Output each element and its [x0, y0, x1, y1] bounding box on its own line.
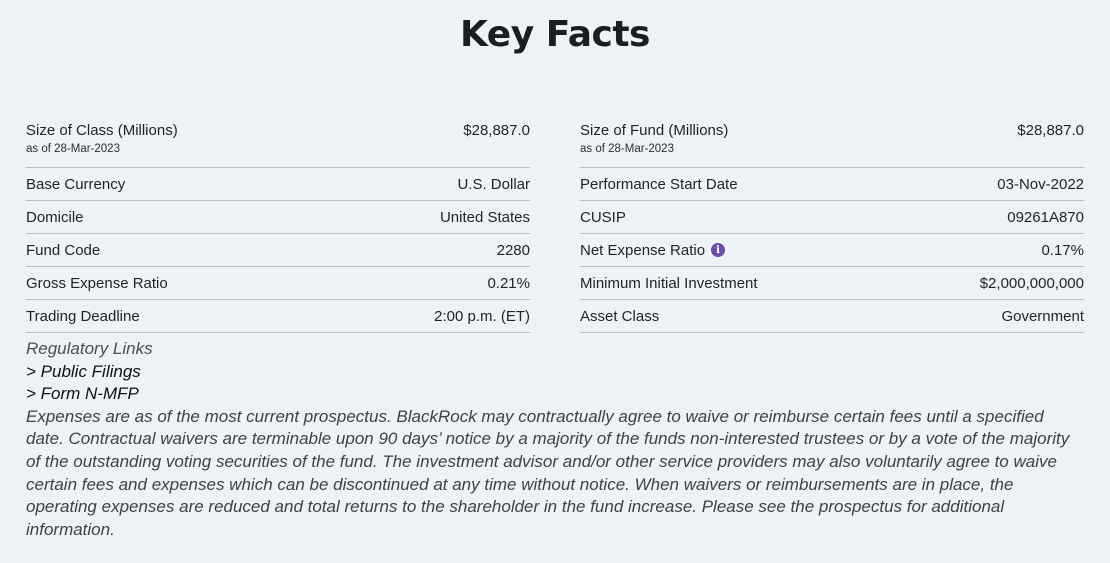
- row-label: Gross Expense Ratio: [26, 274, 168, 292]
- info-icon[interactable]: i: [711, 243, 726, 257]
- row-date-note: as of 28-Mar-2023: [580, 143, 674, 155]
- row-value: Government: [1001, 307, 1084, 325]
- row-label: Performance Start Date: [580, 175, 738, 193]
- row-label: Minimum Initial Investment: [580, 274, 758, 292]
- row-label: Fund Code: [26, 241, 101, 259]
- table-row: Domicile United States: [26, 201, 530, 234]
- row-label: Size of Class (Millions): [26, 122, 178, 139]
- row-label: Asset Class: [580, 307, 660, 325]
- row-label: Domicile: [26, 208, 84, 226]
- row-date-note: as of 28-Mar-2023: [26, 143, 120, 155]
- row-value: United States: [439, 208, 530, 226]
- table-row: Trading Deadline 2:00 p.m. (ET): [26, 300, 530, 333]
- table-row: Base Currency U.S. Dollar: [26, 168, 530, 201]
- public-filings-link[interactable]: > Public Filings: [26, 361, 141, 381]
- row-value: $2,000,000,000: [979, 274, 1084, 292]
- row-label: CUSIP: [580, 208, 626, 226]
- table-row: Performance Start Date 03-Nov-2022: [580, 168, 1084, 201]
- table-row: Asset Class Government: [580, 300, 1084, 333]
- row-value: 09261A870: [1007, 208, 1084, 226]
- row-value: 0.17%: [1041, 241, 1084, 259]
- expenses-disclaimer: Expenses are as of the most current pros…: [26, 406, 1070, 539]
- key-facts-right-column: Size of Fund (Millions) as of 28-Mar-202…: [580, 111, 1084, 333]
- row-value: 2:00 p.m. (ET): [434, 307, 530, 325]
- regulatory-section: Regulatory Links > Public Filings > Form…: [26, 338, 1086, 541]
- row-label: Net Expense Ratio: [580, 241, 706, 259]
- table-row: Net Expense Ratio i 0.17%: [580, 234, 1084, 267]
- table-row: Gross Expense Ratio 0.21%: [26, 267, 530, 300]
- table-row: CUSIP 09261A870: [580, 201, 1084, 234]
- row-label: Trading Deadline: [26, 307, 140, 325]
- table-row: Minimum Initial Investment $2,000,000,00…: [580, 267, 1084, 300]
- row-value: 03-Nov-2022: [997, 175, 1084, 193]
- table-row: Size of Class (Millions) as of 28-Mar-20…: [26, 111, 530, 168]
- row-label: Base Currency: [26, 175, 126, 193]
- table-row: Fund Code 2280: [26, 234, 530, 267]
- key-facts-left-column: Size of Class (Millions) as of 28-Mar-20…: [26, 111, 530, 333]
- regulatory-links-heading: Regulatory Links: [26, 339, 153, 358]
- row-label: Size of Fund (Millions): [580, 122, 729, 139]
- row-value: U.S. Dollar: [457, 175, 530, 193]
- row-value: 0.21%: [487, 274, 530, 292]
- form-n-mfp-link[interactable]: > Form N-MFP: [26, 384, 139, 404]
- row-value: $28,887.0: [463, 122, 530, 139]
- row-value: 2280: [496, 241, 530, 259]
- page-title: Key Facts: [460, 14, 650, 55]
- table-row: Size of Fund (Millions) as of 28-Mar-202…: [580, 111, 1084, 168]
- row-value: $28,887.0: [1017, 122, 1084, 139]
